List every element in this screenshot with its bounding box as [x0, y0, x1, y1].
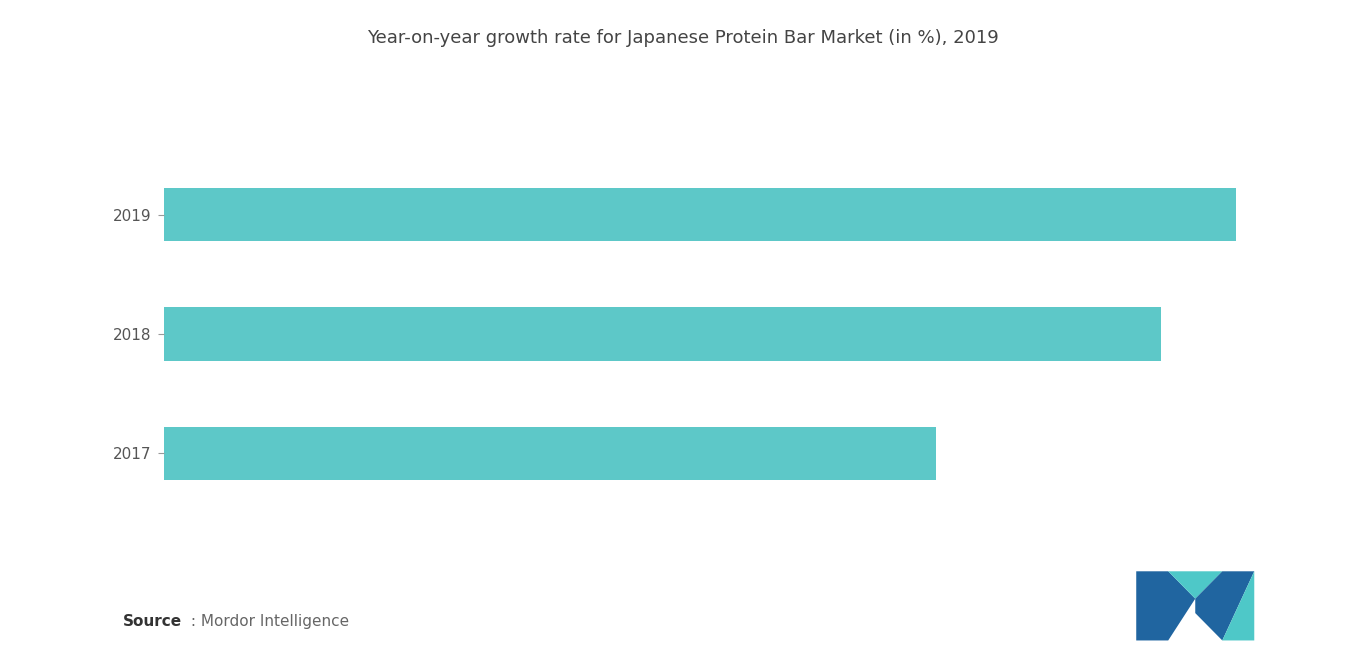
Polygon shape — [1137, 571, 1195, 641]
Polygon shape — [1168, 571, 1223, 599]
Bar — [164, 307, 1161, 361]
Text: Year-on-year growth rate for Japanese Protein Bar Market (in %), 2019: Year-on-year growth rate for Japanese Pr… — [367, 29, 999, 47]
Bar — [164, 188, 1236, 242]
Text: Source: Source — [123, 614, 182, 629]
Bar — [164, 426, 936, 480]
Text: : Mordor Intelligence: : Mordor Intelligence — [186, 614, 348, 629]
Polygon shape — [1195, 571, 1254, 641]
Polygon shape — [1223, 571, 1254, 641]
